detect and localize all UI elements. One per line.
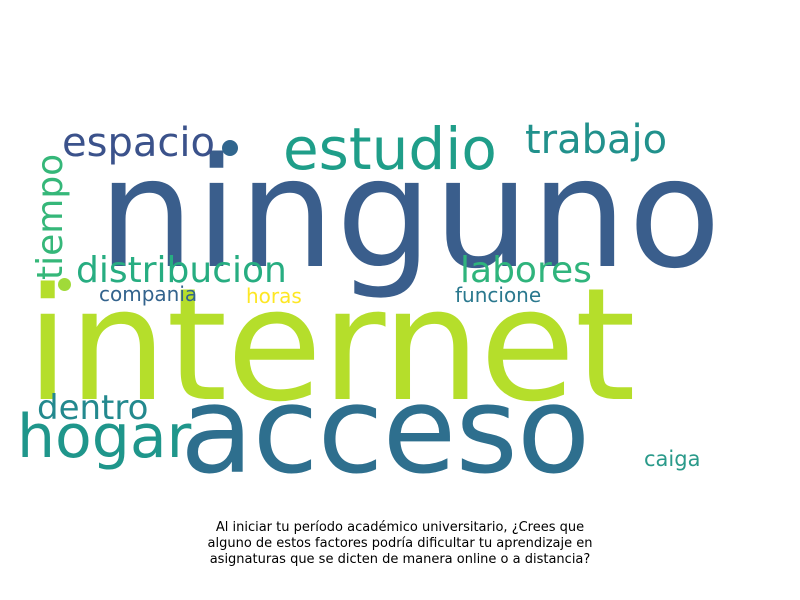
word-labores: labores (460, 250, 592, 291)
word-acceso: acceso (180, 362, 590, 501)
word-tiempo: tiempo (30, 153, 71, 280)
dot-navy (222, 140, 238, 156)
word-caiga: caiga (644, 447, 701, 471)
word-ninguno: ninguno (98, 125, 723, 302)
caption-line-2: alguno de estos factores podría dificult… (207, 536, 593, 551)
word-dentro: dentro (37, 388, 149, 428)
word-horas: horas (246, 284, 302, 308)
word-estudio: estudio (283, 115, 497, 183)
word-cloud: ninguno internet acceso estudio espacio … (17, 115, 723, 501)
word-distribucion: distribucion (76, 250, 287, 291)
word-hogar: hogar (17, 402, 192, 472)
word-trabajo: trabajo (525, 117, 668, 163)
word-funcione: funcione (455, 283, 542, 307)
word-compania: compania (99, 282, 198, 306)
word-internet: internet (26, 254, 636, 436)
caption-line-3: asignaturas que se dicten de manera onli… (209, 552, 591, 567)
dot-lime (58, 278, 71, 291)
question-caption: Al iniciar tu período académico universi… (150, 520, 650, 568)
word-espacio: espacio (62, 120, 215, 166)
caption-line-1: Al iniciar tu período académico universi… (215, 520, 585, 535)
